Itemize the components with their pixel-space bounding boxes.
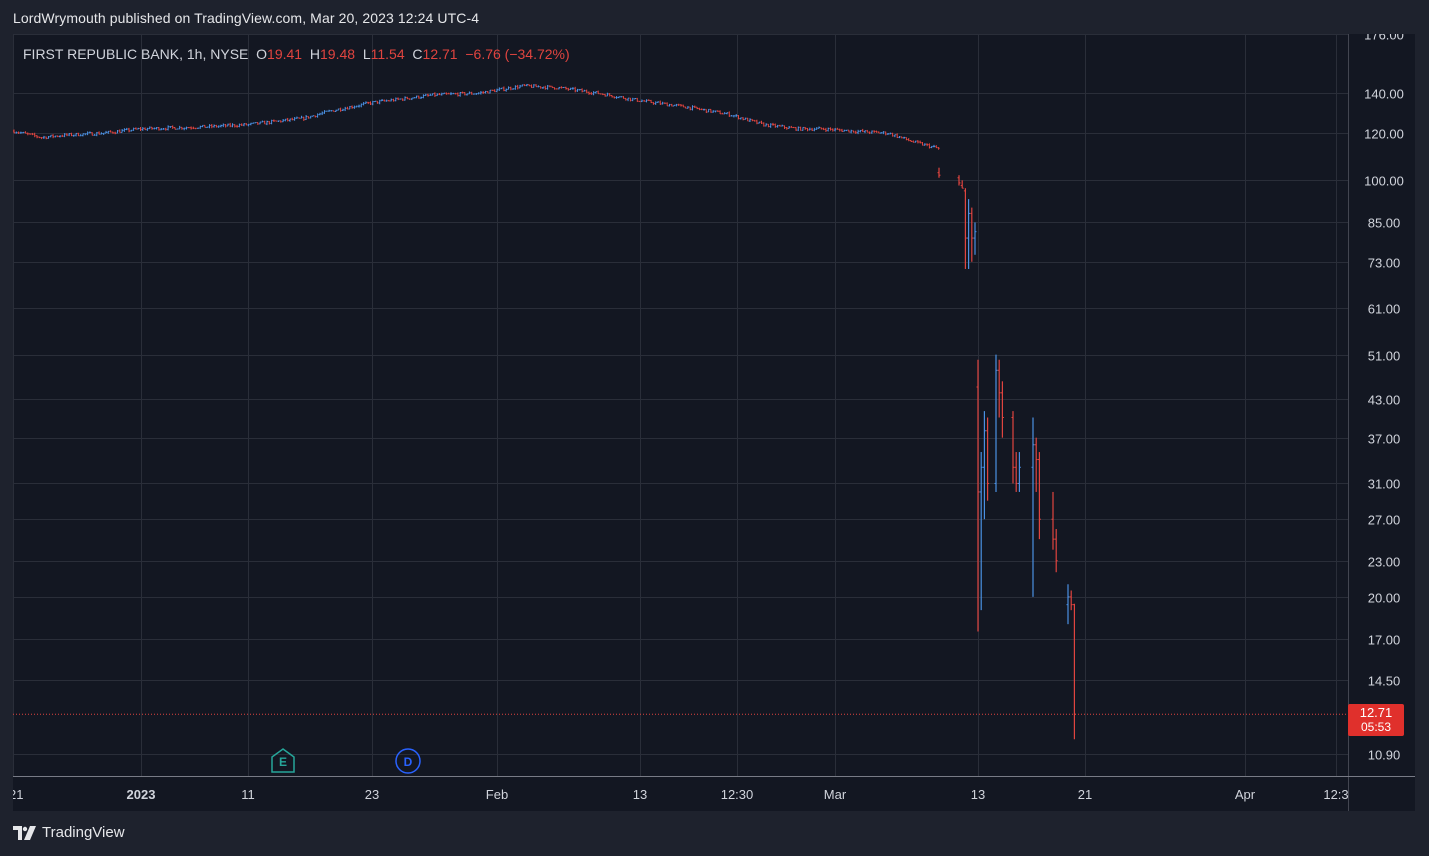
y-tick-label: 27.00: [1368, 513, 1401, 528]
tradingview-logo[interactable]: TradingView: [13, 824, 125, 841]
y-tick-label: 23.00: [1368, 555, 1401, 570]
dividend-marker-icon[interactable]: [395, 748, 421, 774]
y-tick-label: 73.00: [1368, 256, 1401, 271]
y-tick-label: 85.00: [1368, 216, 1401, 231]
earnings-marker-label: E: [279, 755, 287, 769]
x-tick-label: 13: [633, 787, 647, 802]
y-tick-label: 100.00: [1364, 174, 1404, 189]
dividend-marker-label: D: [404, 755, 413, 769]
x-tick-label: 21: [13, 787, 23, 802]
y-tick-label: 176.00: [1364, 34, 1404, 43]
bar-countdown: 05:53: [1360, 720, 1392, 735]
x-tick-label: 21: [1078, 787, 1092, 802]
y-tick-label: 43.00: [1368, 393, 1401, 408]
y-tick-label: 17.00: [1368, 633, 1401, 648]
legend-open-value: 19.41: [267, 46, 303, 62]
price-chart[interactable]: 176.00 140.00 120.00 100.00 85.00 73.00 61.00 5…: [13, 34, 1415, 811]
y-tick-label: 20.00: [1368, 591, 1401, 606]
y-tick-label: 31.00: [1368, 477, 1401, 492]
y-tick-label: 51.00: [1368, 349, 1401, 364]
legend-high-label: H: [309, 46, 320, 62]
legend-change: −6.76 (−34.72%): [465, 46, 570, 62]
legend-high-value: 19.48: [320, 46, 356, 62]
publish-info: LordWrymouth published on TradingView.co…: [13, 10, 479, 26]
chart-pane[interactable]: 176.00 140.00 120.00 100.00 85.00 73.00 61.00 5…: [13, 34, 1415, 811]
legend-close-value: 12.71: [422, 46, 458, 62]
chart-legend: FIRST REPUBLIC BANK, 1h, NYSE O19.41 H19…: [23, 46, 570, 62]
legend-symbol[interactable]: FIRST REPUBLIC BANK, 1h, NYSE: [23, 46, 249, 62]
x-tick-label: 13: [971, 787, 985, 802]
y-tick-label: 37.00: [1368, 432, 1401, 447]
y-tick-label: 61.00: [1368, 302, 1401, 317]
published-text: published on TradingView.com, Mar 20, 20…: [105, 10, 480, 26]
y-tick-label: 140.00: [1364, 87, 1404, 102]
publisher-name[interactable]: LordWrymouth: [13, 10, 106, 26]
last-price-value: 12.71: [1359, 705, 1393, 721]
x-tick-label: Feb: [486, 787, 508, 802]
last-price-tag: 12.71 05:53: [1348, 704, 1404, 737]
x-tick-label: 12:3: [1323, 787, 1348, 802]
x-tick-label: 2023: [127, 787, 156, 802]
x-tick-label: 11: [241, 787, 255, 802]
y-tick-label: 14.50: [1368, 674, 1401, 689]
legend-low-value: 11.54: [370, 46, 405, 62]
y-tick-label: 120.00: [1364, 127, 1404, 142]
x-tick-label: 23: [365, 787, 379, 802]
tradingview-logo-icon: [13, 825, 36, 840]
legend-open-label: O: [256, 46, 268, 62]
brand-name: TradingView: [42, 824, 125, 841]
legend-low-label: L: [362, 46, 371, 62]
y-tick-label: 10.90: [1368, 748, 1401, 763]
x-tick-label: Mar: [824, 787, 847, 802]
earnings-marker-icon[interactable]: [271, 748, 295, 773]
legend-close-label: C: [412, 46, 423, 62]
x-tick-label: 12:30: [721, 787, 754, 802]
x-tick-label: Apr: [1235, 787, 1256, 802]
